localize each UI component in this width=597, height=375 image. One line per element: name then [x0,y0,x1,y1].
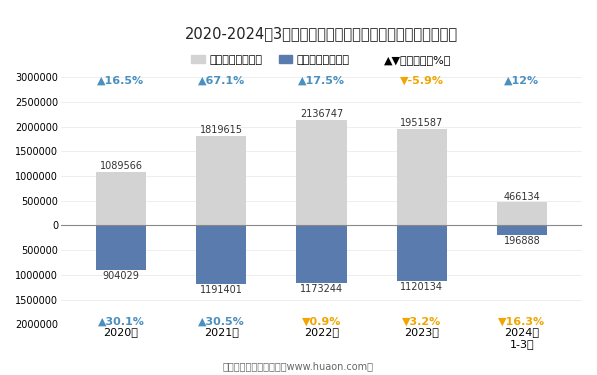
Text: 904029: 904029 [103,271,140,281]
Bar [497,202,547,225]
Text: 1173244: 1173244 [300,284,343,294]
Bar [196,225,247,284]
Text: ▲67.1%: ▲67.1% [198,76,245,86]
Text: 1819615: 1819615 [200,124,243,135]
Text: ▲16.5%: ▲16.5% [97,76,144,86]
Title: 2020-2024年3月济南市商品收发货人所在地进、出口额统计: 2020-2024年3月济南市商品收发货人所在地进、出口额统计 [185,26,458,41]
Bar [196,135,247,225]
Bar [296,225,346,284]
Text: ▼-5.9%: ▼-5.9% [399,76,444,86]
Bar [396,225,447,281]
Text: 196888: 196888 [503,236,540,246]
Text: ▲30.1%: ▲30.1% [97,317,144,327]
Bar [96,225,146,270]
Bar [396,129,447,225]
Text: ▼16.3%: ▼16.3% [498,317,546,327]
Bar [296,120,346,225]
Text: 1951587: 1951587 [400,118,444,128]
Text: ▼0.9%: ▼0.9% [301,317,341,327]
Text: 1089566: 1089566 [100,161,143,171]
Text: 制图：华经产业研究院（www.huaon.com）: 制图：华经产业研究院（www.huaon.com） [223,361,374,371]
Legend: 出口额（万美元）, 进口额（万美元）, ▲▼同比增长（%）: 出口额（万美元）, 进口额（万美元）, ▲▼同比增长（%） [187,51,456,69]
Text: 1191401: 1191401 [200,285,242,295]
Bar [497,225,547,235]
Text: ▲12%: ▲12% [504,76,540,86]
Bar [96,172,146,225]
Text: ▲17.5%: ▲17.5% [298,76,345,86]
Text: 2136747: 2136747 [300,109,343,119]
Text: ▲30.5%: ▲30.5% [198,317,245,327]
Text: 1120134: 1120134 [400,282,443,292]
Text: 466134: 466134 [503,192,540,201]
Text: ▼3.2%: ▼3.2% [402,317,441,327]
